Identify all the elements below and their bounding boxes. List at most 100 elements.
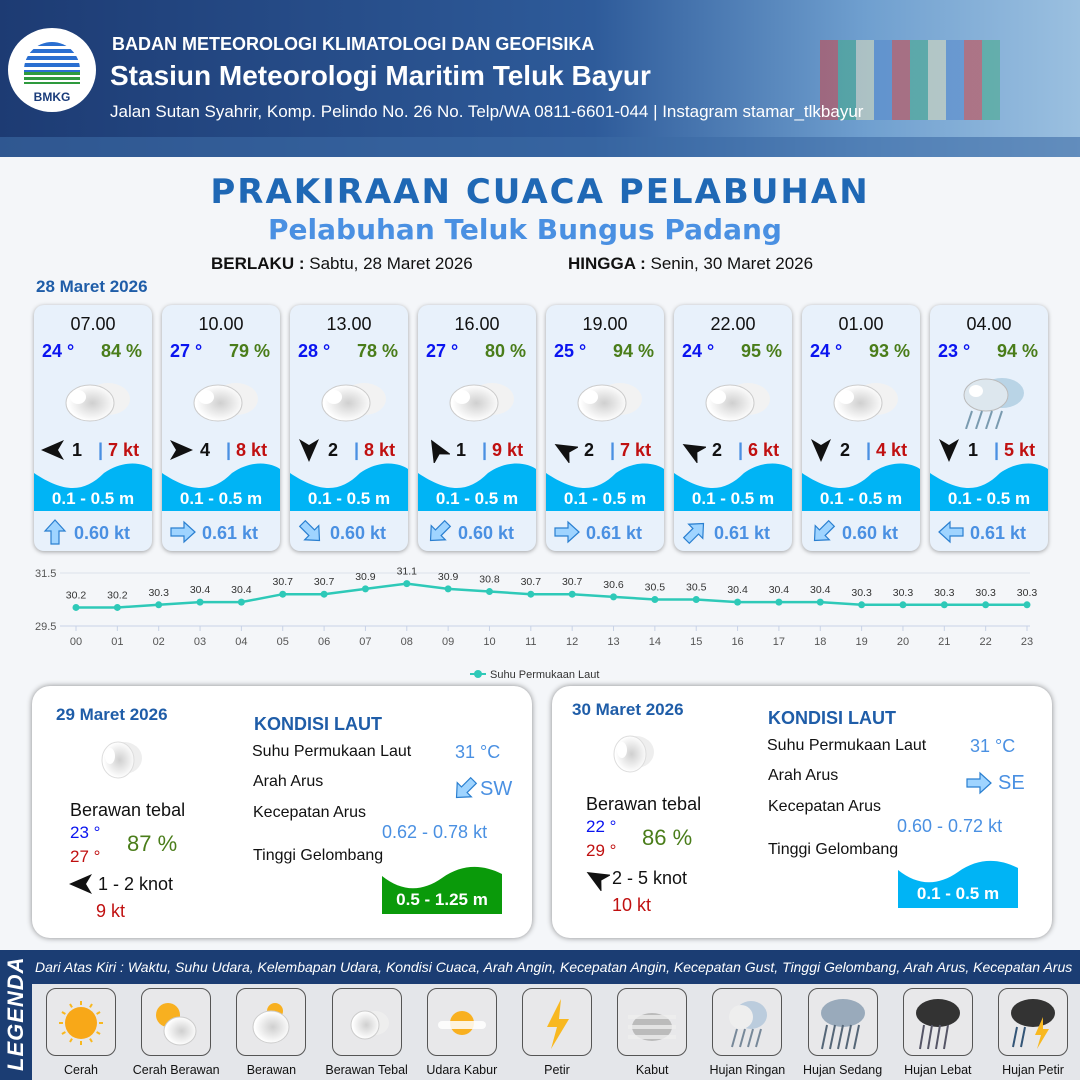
card-humidity: 95 % xyxy=(740,341,782,361)
current-direction-icon xyxy=(452,776,478,807)
current-speed: 0.61 kt xyxy=(970,523,1027,543)
legend-item-cerah xyxy=(46,988,116,1056)
station-name: Stasiun Meteorologi Maritim Teluk Bayur xyxy=(110,60,651,91)
wind-direction-icon xyxy=(40,437,66,463)
legend-marker xyxy=(474,670,482,678)
wave-icon xyxy=(162,463,280,511)
gust-speed: | 7 kt xyxy=(610,440,652,460)
legend-item-kabut xyxy=(617,988,688,1056)
wind-direction-icon xyxy=(68,871,94,902)
legend: LEGENDA Dari Atas Kiri : Waktu, Suhu Uda… xyxy=(0,950,1080,1080)
data-label: 30.5 xyxy=(686,582,707,594)
data-point xyxy=(113,603,121,611)
wave-height: 0.1 - 0.5 m xyxy=(947,489,1031,508)
wave-height: 0.1 - 0.5 m xyxy=(819,489,903,508)
y-tick-label: 31.5 xyxy=(35,568,56,580)
hujan-petir-icon xyxy=(1011,999,1055,1049)
data-label: 30.9 xyxy=(355,571,376,583)
x-tick-label: 23 xyxy=(1021,636,1033,648)
valid-to: HINGGA : Senin, 30 Maret 2026 xyxy=(568,254,813,274)
data-point xyxy=(816,598,824,606)
wave-height-value: 0.1 - 0.5 m xyxy=(916,884,1000,903)
day1-date: 28 Maret 2026 xyxy=(36,277,148,296)
x-tick-label: 20 xyxy=(897,636,909,648)
weather-condition: Berawan tebal xyxy=(586,794,702,814)
berawan-icon xyxy=(252,1003,290,1044)
wind-direction-icon xyxy=(936,437,962,463)
data-point xyxy=(651,596,659,603)
card-temperature: 28 ° xyxy=(298,341,331,361)
card-time: 01.00 xyxy=(838,314,884,334)
data-point xyxy=(692,596,700,603)
wave-height: 0.1 - 0.5 m xyxy=(563,489,647,508)
data-label: 30.3 xyxy=(1017,587,1038,599)
data-label: 30.9 xyxy=(438,571,459,583)
forecast-card: 19.00 25 ° 94 % 2 | 7 kt 0.1 - 0.5 m 0.61… xyxy=(546,305,664,551)
x-tick-label: 05 xyxy=(277,636,289,648)
wave-height: 0.1 - 0.5 m xyxy=(307,489,391,508)
data-point xyxy=(568,590,576,598)
forecast-card: 10.00 27 ° 79 % 4 | 8 kt 0.1 - 0.5 m 0.61… xyxy=(162,305,280,551)
current-speed: 0.60 kt xyxy=(458,523,515,543)
wind-speed: 1 xyxy=(456,440,467,460)
x-tick-label: 02 xyxy=(153,636,165,648)
data-label: 30.7 xyxy=(273,576,294,588)
data-label: 30.7 xyxy=(562,576,583,588)
station-address: Jalan Sutan Syahrir, Komp. Pelindo No. 2… xyxy=(110,102,864,121)
y-tick-label: 29.5 xyxy=(35,621,56,633)
card-humidity: 94 % xyxy=(612,341,654,361)
x-tick-label: 01 xyxy=(111,636,123,648)
current-speed-label: Kecepatan Arus xyxy=(253,804,366,821)
current-direction-label: Arah Arus xyxy=(768,767,839,784)
current-speed-value: 0.60 - 0.72 kt xyxy=(897,816,1003,836)
legend-item-petir xyxy=(522,988,592,1056)
gust-speed: | 4 kt xyxy=(866,440,908,460)
card-time: 16.00 xyxy=(454,314,500,334)
weather-condition: Berawan tebal xyxy=(70,800,186,820)
legend-item-hujan-sedang xyxy=(807,988,878,1056)
cerah-icon xyxy=(59,1001,103,1045)
current-direction-icon xyxy=(170,519,196,545)
wind-speed: 2 xyxy=(840,440,851,460)
data-point xyxy=(72,603,80,611)
udara-kabur-icon xyxy=(437,1011,486,1035)
data-point xyxy=(444,585,452,593)
berawan-tebal-icon xyxy=(705,383,770,422)
berawan-tebal-icon xyxy=(65,383,130,422)
legend-label: Hujan Sedang xyxy=(802,1063,883,1077)
valid-from-value: Sabtu, 28 Maret 2026 xyxy=(309,254,473,273)
current-speed-value: 0.62 - 0.78 kt xyxy=(382,822,488,842)
data-label: 30.4 xyxy=(231,584,252,596)
humidity: 86 % xyxy=(642,825,693,850)
legend-label: Hujan Lebat xyxy=(904,1063,972,1077)
wind-speed: 4 xyxy=(200,440,211,460)
x-tick-label: 17 xyxy=(773,636,785,648)
series-line xyxy=(76,582,1027,609)
x-tick-label: 03 xyxy=(194,636,206,648)
berawan-tebal-icon xyxy=(101,741,142,779)
gust-speed: | 5 kt xyxy=(994,440,1036,460)
legend-label: Kabut xyxy=(635,1063,669,1077)
legend-title: LEGENDA xyxy=(3,956,28,1071)
legend-item-hujan-ringan xyxy=(712,988,783,1056)
x-tick-label: 10 xyxy=(483,636,495,648)
card-time: 04.00 xyxy=(966,314,1012,334)
card-wind: 1 | 7 kt xyxy=(40,437,150,463)
wave-icon xyxy=(898,860,1018,908)
wave-height-label: Tinggi Gelombang xyxy=(253,847,384,864)
berawan-tebal-icon xyxy=(577,383,642,422)
current-direction-icon xyxy=(966,770,992,801)
berawan-tebal-icon xyxy=(833,383,898,422)
wind-speed: 2 xyxy=(712,440,723,460)
legend-description: Dari Atas Kiri : Waktu, Suhu Udara, Kele… xyxy=(35,959,1073,975)
berawan-tebal-icon xyxy=(449,383,514,422)
gust-speed: 10 kt xyxy=(612,895,652,915)
x-tick-label: 15 xyxy=(690,636,702,648)
data-point xyxy=(775,598,783,606)
current-direction-icon xyxy=(554,519,580,545)
forecast-card: 22.00 24 ° 95 % 2 | 6 kt 0.1 - 0.5 m 0.61… xyxy=(674,305,792,551)
sst-value: 31 °C xyxy=(455,742,501,762)
legend-label: Hujan Ringan xyxy=(709,1063,786,1077)
data-point xyxy=(155,601,163,609)
agency-name: BADAN METEOROLOGI KLIMATOLOGI DAN GEOFIS… xyxy=(112,34,595,54)
